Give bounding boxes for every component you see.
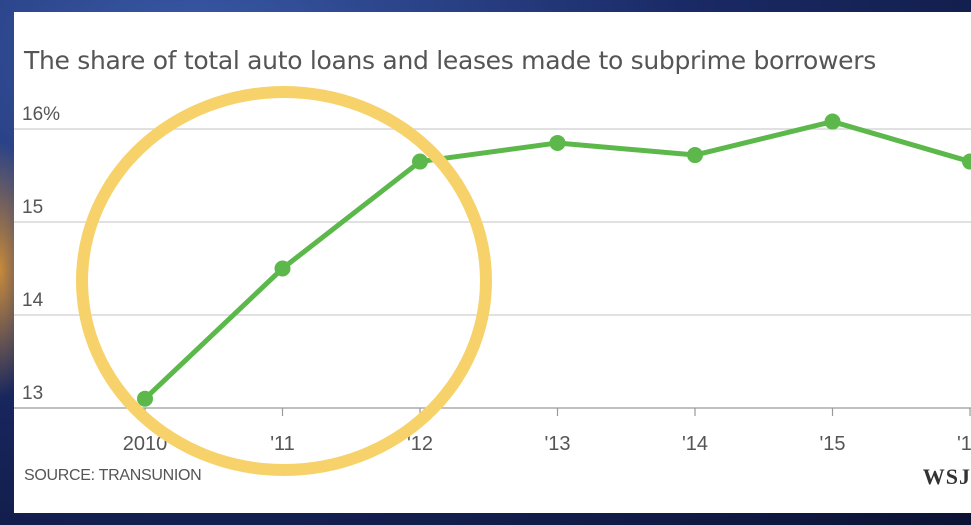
chart-title: The share of total auto loans and leases…	[24, 46, 876, 75]
x-tick-label: '15	[819, 433, 845, 455]
y-tick-label: 16%	[22, 104, 60, 125]
source-note: SOURCE: TRANSUNION	[24, 467, 202, 484]
x-tick-label: '14	[682, 433, 708, 455]
y-tick-label: 14	[22, 290, 44, 311]
x-tick-label: '12	[407, 433, 433, 455]
data-point	[824, 113, 841, 130]
data-point	[687, 147, 703, 164]
y-tick-label: 13	[22, 383, 43, 404]
highlight-circle	[76, 86, 492, 476]
x-tick-label: 2010	[123, 433, 168, 455]
y-tick-label: 15	[22, 197, 43, 218]
data-point	[549, 134, 566, 151]
x-tick-label: '13	[544, 433, 570, 455]
data-point	[962, 153, 971, 170]
wsj-logo: WSJ	[922, 464, 971, 489]
x-tick-label: '16	[957, 433, 971, 455]
